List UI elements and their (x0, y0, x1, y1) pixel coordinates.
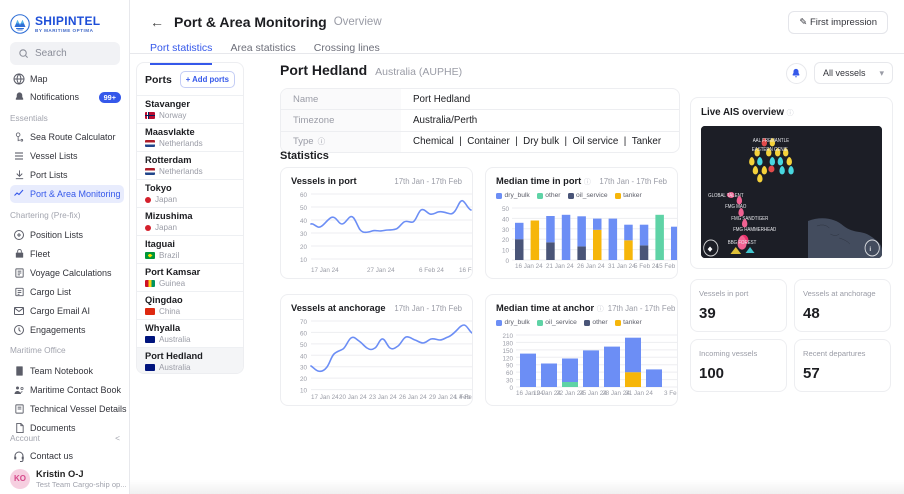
svg-text:20: 20 (502, 237, 510, 244)
svg-text:15 Feb 24: 15 Feb 24 (656, 263, 678, 270)
svg-text:20: 20 (300, 376, 308, 383)
svg-text:0: 0 (505, 258, 509, 265)
svg-text:23 Jan 24: 23 Jan 24 (369, 394, 397, 401)
svg-text:30: 30 (300, 365, 308, 372)
svg-text:90: 90 (506, 363, 514, 370)
svg-text:FMG SANDTIGER: FMG SANDTIGER (731, 216, 769, 222)
svg-text:210: 210 (502, 333, 513, 340)
svg-text:40: 40 (300, 218, 308, 225)
svg-text:BBG FOREST: BBG FOREST (728, 240, 757, 246)
svg-text:29 Jan 24: 29 Jan 24 (429, 394, 457, 401)
svg-text:30: 30 (502, 227, 510, 234)
svg-text:180: 180 (502, 340, 513, 347)
svg-text:3 Feb 24: 3 Feb 24 (664, 390, 678, 397)
svg-text:17 Jan 24: 17 Jan 24 (311, 267, 339, 274)
svg-text:20: 20 (300, 244, 308, 251)
svg-text:EASTERN GENIE: EASTERN GENIE (752, 147, 788, 153)
svg-text:30: 30 (506, 378, 514, 385)
svg-text:40: 40 (502, 216, 510, 223)
svg-text:10: 10 (502, 248, 510, 255)
svg-text:27 Jan 24: 27 Jan 24 (367, 267, 395, 274)
svg-text:21 Jan 24: 21 Jan 24 (546, 263, 574, 270)
svg-text:70: 70 (300, 319, 308, 326)
svg-text:40: 40 (300, 353, 308, 360)
svg-text:16 Feb 24: 16 Feb 24 (459, 267, 473, 274)
svg-text:31 Jan 24: 31 Jan 24 (625, 390, 653, 397)
svg-text:150: 150 (502, 348, 513, 355)
svg-text:120: 120 (502, 355, 513, 362)
svg-text:FMG HAMMERHEAD: FMG HAMMERHEAD (733, 227, 777, 233)
svg-text:AAL FREMANTLE: AAL FREMANTLE (753, 138, 789, 144)
svg-text:26 Jan 24: 26 Jan 24 (577, 263, 605, 270)
svg-text:10: 10 (300, 257, 308, 264)
svg-text:31 Jan 24: 31 Jan 24 (608, 263, 636, 270)
svg-text:17 Jan 24: 17 Jan 24 (311, 394, 339, 401)
svg-text:60: 60 (300, 330, 308, 337)
svg-text:16 Jan 24: 16 Jan 24 (515, 263, 543, 270)
svg-text:50: 50 (300, 342, 308, 349)
svg-text:0: 0 (509, 385, 513, 392)
svg-text:30: 30 (300, 231, 308, 238)
svg-text:60: 60 (506, 370, 514, 377)
svg-text:FMG MAO: FMG MAO (725, 204, 747, 210)
svg-text:6 Feb 24: 6 Feb 24 (419, 267, 444, 274)
svg-text:10: 10 (300, 388, 308, 395)
svg-text:20 Jan 24: 20 Jan 24 (339, 394, 367, 401)
svg-text:50: 50 (502, 206, 510, 213)
svg-text:26 Jan 24: 26 Jan 24 (399, 394, 427, 401)
svg-text:60: 60 (300, 192, 308, 199)
svg-text:50: 50 (300, 205, 308, 212)
svg-text:4 Feb 24: 4 Feb 24 (459, 394, 473, 401)
svg-text:◆: ◆ (708, 246, 714, 253)
